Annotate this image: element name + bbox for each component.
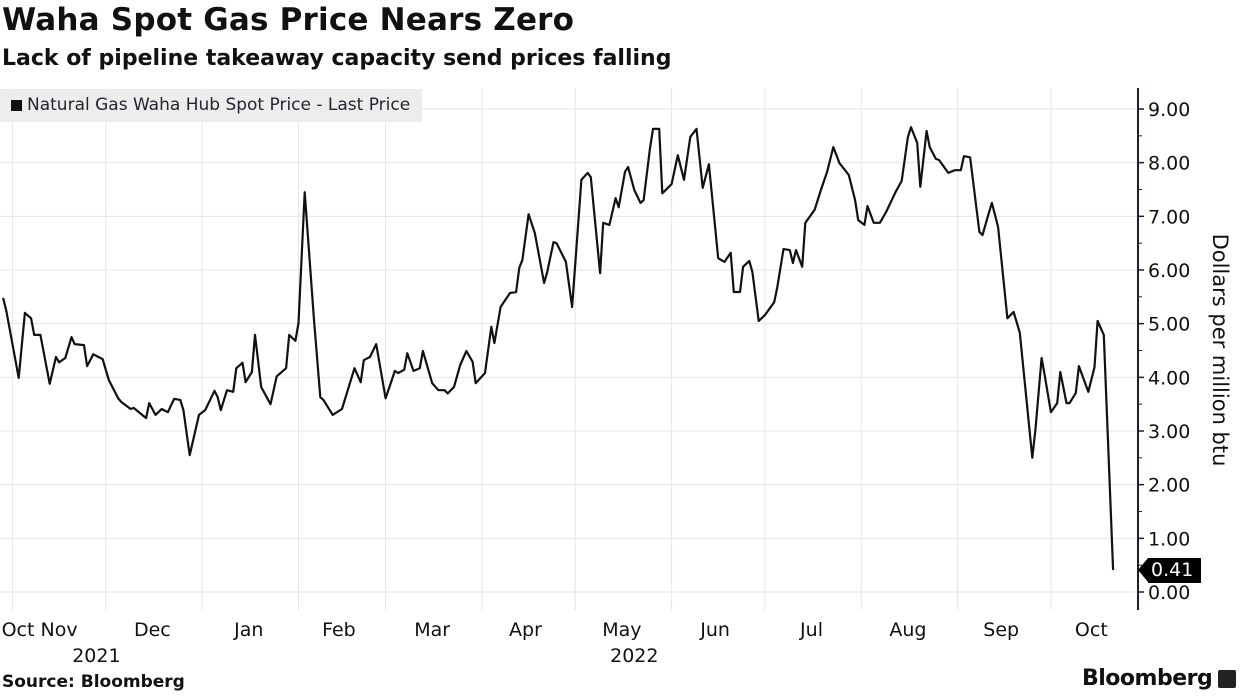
x-tick-label: Mar bbox=[414, 619, 450, 641]
price-series-line bbox=[2, 126, 1115, 571]
y-tick-label: 7.00 bbox=[1148, 206, 1190, 228]
y-tick-label: 1.00 bbox=[1148, 528, 1190, 550]
y-tick-label: 6.00 bbox=[1148, 260, 1190, 282]
y-tick-label: 0.00 bbox=[1148, 582, 1190, 604]
x-year-label: 2022 bbox=[610, 645, 658, 667]
x-tick-label: Oct bbox=[2, 619, 35, 641]
y-tick-label: 8.00 bbox=[1148, 153, 1190, 175]
x-year-label: 2021 bbox=[72, 645, 120, 667]
bloomberg-logo: Bloomberg bbox=[1082, 666, 1213, 691]
bloomberg-terminal-icon bbox=[1218, 670, 1236, 688]
x-tick-label: Aug bbox=[889, 619, 926, 641]
x-tick-label: Nov bbox=[41, 619, 78, 641]
x-tick-label: Jun bbox=[699, 619, 730, 641]
legend: Natural Gas Waha Hub Spot Price - Last P… bbox=[0, 89, 422, 122]
y-tick-label: 4.00 bbox=[1148, 367, 1190, 389]
y-axis-label: Dollars per million btu bbox=[1208, 233, 1232, 467]
x-tick-label: Feb bbox=[322, 619, 356, 641]
chart-title: Waha Spot Gas Price Nears Zero bbox=[2, 2, 575, 38]
last-price-label: 0.41 bbox=[1148, 558, 1202, 583]
x-tick-label: May bbox=[602, 619, 641, 641]
y-tick-label: 2.00 bbox=[1148, 475, 1190, 497]
x-tick-label: Dec bbox=[134, 619, 171, 641]
y-tick-label: 5.00 bbox=[1148, 314, 1190, 336]
last-price-pointer bbox=[1138, 558, 1148, 582]
y-tick-label: 3.00 bbox=[1148, 421, 1190, 443]
x-tick-label: Oct bbox=[1075, 619, 1108, 641]
chart-subtitle: Lack of pipeline takeaway capacity send … bbox=[2, 46, 672, 71]
legend-label: Natural Gas Waha Hub Spot Price - Last P… bbox=[27, 95, 411, 115]
source-note: Source: Bloomberg bbox=[2, 672, 185, 692]
x-tick-label: Apr bbox=[509, 619, 542, 641]
x-tick-label: Jan bbox=[233, 619, 263, 641]
x-tick-label: Jul bbox=[799, 619, 823, 641]
legend-swatch bbox=[11, 100, 22, 111]
y-tick-label: 9.00 bbox=[1148, 99, 1190, 121]
x-tick-label: Sep bbox=[983, 619, 1019, 641]
